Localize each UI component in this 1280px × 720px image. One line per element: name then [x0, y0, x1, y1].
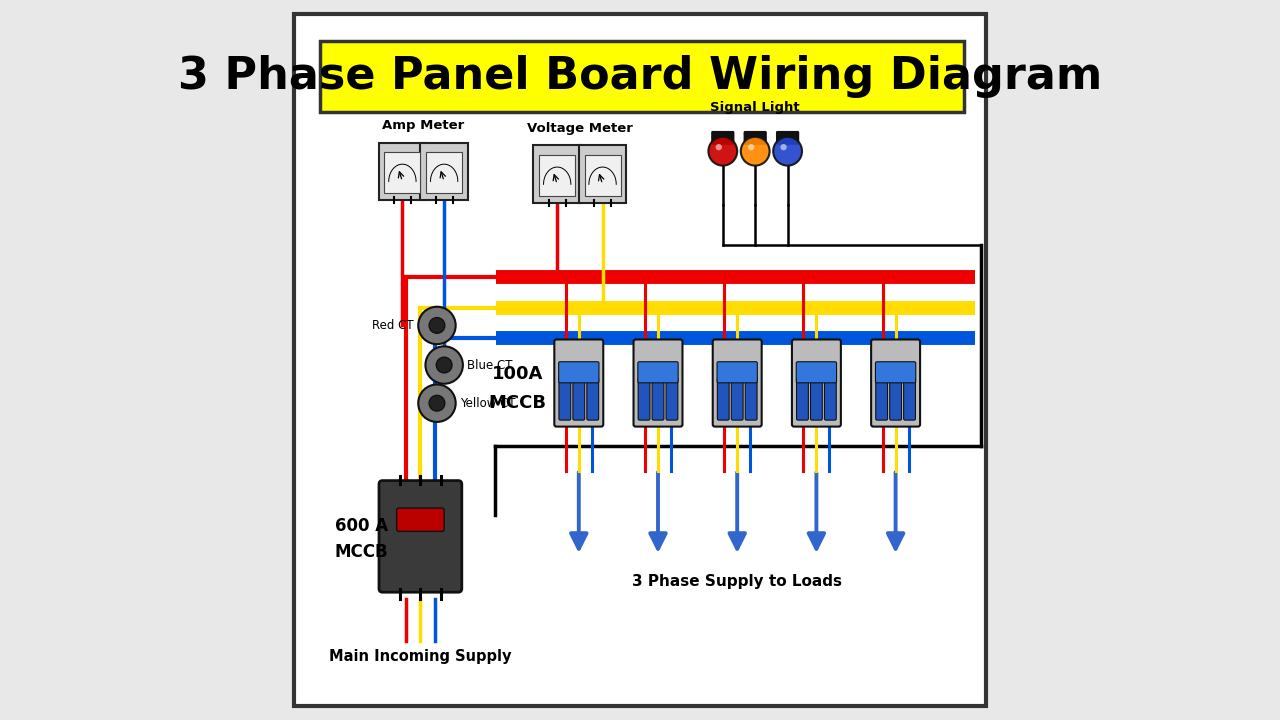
FancyBboxPatch shape: [379, 143, 426, 200]
FancyBboxPatch shape: [666, 377, 678, 420]
Circle shape: [716, 144, 722, 150]
FancyBboxPatch shape: [810, 377, 822, 420]
Text: Yellow CT: Yellow CT: [460, 397, 516, 410]
FancyBboxPatch shape: [573, 377, 585, 420]
FancyBboxPatch shape: [397, 508, 444, 531]
Circle shape: [419, 307, 456, 344]
FancyBboxPatch shape: [713, 340, 762, 426]
Circle shape: [748, 144, 754, 150]
FancyBboxPatch shape: [426, 152, 462, 193]
FancyBboxPatch shape: [320, 41, 964, 112]
Circle shape: [781, 144, 787, 150]
Text: Voltage Meter: Voltage Meter: [527, 122, 632, 135]
FancyBboxPatch shape: [792, 340, 841, 426]
FancyBboxPatch shape: [652, 377, 664, 420]
FancyBboxPatch shape: [379, 481, 462, 592]
FancyBboxPatch shape: [384, 152, 420, 193]
FancyBboxPatch shape: [717, 361, 758, 383]
FancyBboxPatch shape: [876, 377, 887, 420]
FancyBboxPatch shape: [796, 377, 809, 420]
FancyBboxPatch shape: [558, 361, 599, 383]
Text: Main Incoming Supply: Main Incoming Supply: [329, 649, 512, 664]
Circle shape: [436, 357, 452, 373]
Text: Signal Light: Signal Light: [710, 101, 800, 114]
FancyBboxPatch shape: [872, 340, 920, 426]
FancyBboxPatch shape: [745, 132, 765, 144]
FancyBboxPatch shape: [796, 361, 837, 383]
Circle shape: [708, 137, 737, 166]
FancyBboxPatch shape: [890, 377, 901, 420]
FancyBboxPatch shape: [712, 132, 733, 144]
FancyBboxPatch shape: [559, 377, 571, 420]
FancyBboxPatch shape: [639, 377, 650, 420]
Text: 3 Phase Panel Board Wiring Diagram: 3 Phase Panel Board Wiring Diagram: [178, 55, 1102, 98]
FancyBboxPatch shape: [731, 377, 744, 420]
Circle shape: [425, 346, 463, 384]
FancyBboxPatch shape: [717, 377, 730, 420]
FancyBboxPatch shape: [904, 377, 915, 420]
Circle shape: [773, 137, 803, 166]
FancyBboxPatch shape: [586, 377, 599, 420]
Text: 600 A: 600 A: [335, 517, 388, 534]
FancyBboxPatch shape: [585, 155, 621, 196]
FancyBboxPatch shape: [420, 143, 468, 200]
Text: 100A: 100A: [492, 366, 543, 383]
FancyBboxPatch shape: [539, 155, 575, 196]
Circle shape: [419, 384, 456, 422]
FancyBboxPatch shape: [554, 340, 603, 426]
Circle shape: [741, 137, 769, 166]
Text: MCCB: MCCB: [334, 543, 388, 562]
Text: Amp Meter: Amp Meter: [383, 120, 465, 132]
FancyBboxPatch shape: [634, 340, 682, 426]
FancyBboxPatch shape: [824, 377, 836, 420]
Circle shape: [429, 395, 445, 411]
FancyBboxPatch shape: [745, 377, 756, 420]
FancyBboxPatch shape: [294, 14, 986, 706]
Text: MCCB: MCCB: [489, 395, 547, 412]
FancyBboxPatch shape: [534, 145, 581, 203]
Circle shape: [429, 318, 445, 333]
Text: Blue CT: Blue CT: [467, 359, 513, 372]
FancyBboxPatch shape: [579, 145, 626, 203]
Text: Red CT: Red CT: [372, 319, 413, 332]
FancyBboxPatch shape: [777, 132, 799, 144]
FancyBboxPatch shape: [876, 361, 915, 383]
FancyBboxPatch shape: [637, 361, 678, 383]
Text: 3 Phase Supply to Loads: 3 Phase Supply to Loads: [632, 575, 842, 589]
